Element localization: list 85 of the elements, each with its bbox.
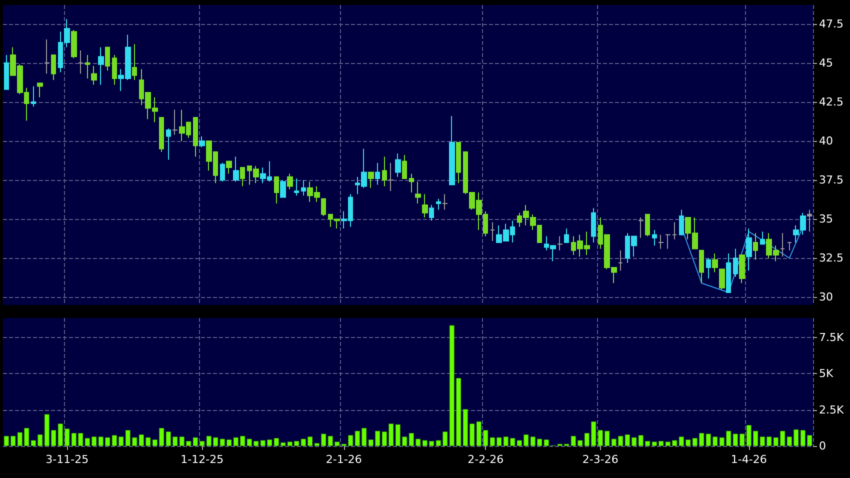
candlestick xyxy=(105,46,110,72)
candlestick xyxy=(112,54,117,86)
candlestick xyxy=(388,162,394,192)
candlestick xyxy=(44,38,50,74)
candlestick xyxy=(442,194,448,210)
candlestick xyxy=(618,250,623,272)
candlestick xyxy=(658,234,664,250)
candlestick xyxy=(490,222,495,242)
y-tick-label: 42.5 xyxy=(819,95,844,108)
candlestick xyxy=(402,154,407,179)
candlestick xyxy=(199,136,205,148)
candlestick xyxy=(321,198,326,216)
candlestick xyxy=(37,82,43,98)
y-tick-label: 0 xyxy=(819,440,826,452)
candlestick xyxy=(746,228,752,272)
candlestick xyxy=(665,234,671,250)
candlestick xyxy=(98,46,104,86)
candlestick xyxy=(368,172,374,188)
candlestick xyxy=(91,65,97,86)
candlestick xyxy=(85,54,90,79)
candlestick xyxy=(645,214,650,237)
candlestick xyxy=(780,232,785,258)
candlestick xyxy=(166,128,171,160)
y-tick-label: 40 xyxy=(819,134,833,148)
candlestick xyxy=(679,209,684,236)
y-tick-label: 32.5 xyxy=(819,252,844,265)
candlestick xyxy=(4,54,9,90)
candlestick xyxy=(436,198,441,210)
candlestick xyxy=(395,152,401,178)
candlestick xyxy=(294,178,299,196)
x-tick-label: 2-1-26 xyxy=(326,453,362,466)
y-tick-label: 45 xyxy=(819,56,833,70)
candlestick xyxy=(409,173,414,193)
candlestick xyxy=(280,180,286,198)
candlestick xyxy=(382,156,387,187)
y-tick-label: 30 xyxy=(819,290,833,304)
candlestick xyxy=(712,252,718,273)
candlestick xyxy=(760,231,765,245)
candlestick xyxy=(699,250,704,284)
candlestick xyxy=(240,167,245,187)
candlestick xyxy=(429,204,434,222)
candlestick xyxy=(220,162,225,182)
candlestick xyxy=(564,228,569,243)
x-tick-label: 1-4-26 xyxy=(730,453,767,466)
y-tick-label: 37.5 xyxy=(819,174,844,186)
x-tick-label: 2-2-26 xyxy=(468,453,504,466)
candlestick xyxy=(557,236,563,251)
candlestick xyxy=(672,222,677,240)
candlestick xyxy=(422,194,428,218)
candlestick xyxy=(172,109,178,136)
y-tick-label: 5K xyxy=(819,367,834,380)
candlestick xyxy=(726,252,731,293)
candlestick xyxy=(301,180,306,196)
candlestick xyxy=(733,248,738,278)
candlestick xyxy=(233,156,239,182)
candlestick xyxy=(51,54,56,80)
x-tick-label: 2-3-26 xyxy=(582,453,618,466)
y-tick-label: 7.5K xyxy=(819,331,844,344)
candlestick xyxy=(739,254,745,284)
candlestick xyxy=(193,117,198,158)
x-tick-label: 1-12-25 xyxy=(180,453,224,466)
candlestick xyxy=(706,258,711,279)
candlestick xyxy=(652,230,657,246)
candlestick xyxy=(287,173,293,190)
candlestick xyxy=(591,208,596,243)
candlestick xyxy=(807,209,812,232)
y-tick-label: 2.5K xyxy=(819,403,844,416)
candlestick xyxy=(71,30,77,59)
candlestick xyxy=(415,181,421,204)
x-tick-label: 3-11-25 xyxy=(46,453,89,466)
candlestick xyxy=(456,142,461,184)
candlestick xyxy=(31,86,36,108)
candlestick xyxy=(375,162,380,186)
candlestick xyxy=(719,268,725,290)
candlestick xyxy=(78,50,83,74)
candlestick xyxy=(226,160,232,174)
candlestick xyxy=(787,242,792,251)
candlestick xyxy=(753,232,758,260)
candlestick xyxy=(132,44,137,80)
candlestick xyxy=(159,117,164,152)
y-tick-label: 47.5 xyxy=(819,17,844,30)
candlestick xyxy=(449,115,455,186)
candlestick xyxy=(274,176,279,204)
y-tick-label: 35 xyxy=(819,212,833,226)
candlestick xyxy=(638,217,644,238)
